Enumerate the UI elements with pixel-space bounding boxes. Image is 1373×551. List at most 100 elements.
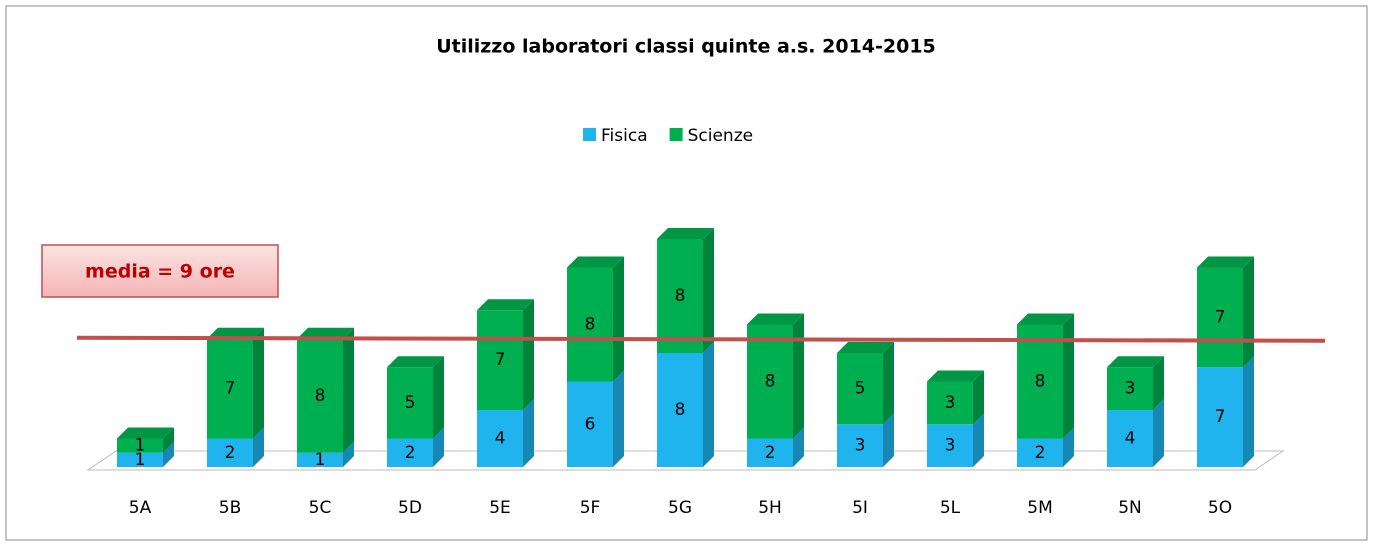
data-label: 1 [135, 450, 146, 470]
data-label: 3 [1125, 379, 1136, 399]
data-label: 8 [765, 372, 776, 392]
bar-front [297, 338, 343, 453]
data-label: 4 [495, 429, 506, 449]
chart-title: Utilizzo laboratori classi quinte a.s. 2… [436, 36, 936, 58]
bar-top [657, 228, 714, 239]
bar-front [837, 353, 883, 425]
bar-side [343, 327, 354, 453]
bar-side [973, 413, 984, 467]
data-label: 2 [405, 443, 416, 463]
bar-side [433, 427, 444, 467]
data-label: 5 [855, 379, 866, 399]
legend-label: Fisica [601, 126, 648, 146]
bar-front [567, 381, 613, 467]
bar-side [883, 413, 894, 467]
bar-side [793, 427, 804, 467]
data-label: 2 [765, 443, 776, 463]
bar-side [343, 441, 354, 467]
annotation: media = 9 ore [85, 261, 235, 283]
bar-segment [747, 427, 804, 467]
bar-top [837, 342, 894, 353]
bar-segment [1017, 427, 1074, 467]
bar-front [1197, 267, 1243, 368]
bar-segment [747, 313, 804, 439]
bar-front [747, 324, 793, 439]
bar-side [1063, 427, 1074, 467]
bar-side [1243, 256, 1254, 368]
bar-front [927, 424, 973, 467]
bar-segment [117, 427, 174, 453]
bar-segment [567, 370, 624, 467]
x-tick-label: 5I [852, 498, 868, 518]
bar-side [703, 342, 714, 467]
bar-front [567, 267, 613, 382]
bar-segment [1107, 399, 1164, 467]
bar-side [1153, 399, 1164, 467]
data-label: 8 [1035, 372, 1046, 392]
bar-front [657, 353, 703, 467]
bar-side [613, 370, 624, 467]
bar-front [207, 338, 253, 439]
legend-label: Scienze [688, 126, 753, 146]
bar-top [117, 427, 174, 439]
bar-segment [387, 427, 444, 467]
data-label: 6 [585, 414, 596, 434]
x-tick-label: 5B [219, 498, 241, 518]
bar-side [523, 399, 534, 467]
legend-swatch [583, 128, 596, 141]
bar-front [837, 424, 883, 467]
bar-segment [387, 356, 444, 439]
bar-segment [477, 299, 534, 410]
bar-front [117, 438, 163, 453]
bar-top [477, 299, 534, 311]
bar-front [387, 438, 433, 467]
bar-top [1107, 356, 1164, 368]
x-tick-label: 5A [129, 498, 152, 518]
x-tick-label: 5L [940, 498, 961, 518]
data-label: 5 [405, 393, 416, 413]
bar-front [477, 410, 523, 467]
annotation-box [41, 244, 279, 298]
bar-segment [837, 342, 894, 425]
bar-front [1107, 367, 1153, 410]
bar-side [883, 342, 894, 425]
data-label: 4 [1125, 429, 1136, 449]
bar-segment [1107, 356, 1164, 410]
bar-segment [297, 327, 354, 453]
data-label: 1 [135, 436, 146, 456]
data-label: 8 [675, 400, 686, 420]
bar-front [297, 452, 343, 467]
data-label: 3 [945, 393, 956, 413]
legend-swatch [669, 128, 683, 141]
bar-front [117, 452, 163, 467]
bar-segment [1197, 356, 1254, 467]
bar-front [1107, 410, 1153, 467]
bar-side [1063, 313, 1074, 439]
x-tick-label: 5G [668, 498, 692, 518]
bar-top [747, 313, 804, 325]
data-label: 8 [315, 386, 326, 406]
bar-segment [1017, 313, 1074, 439]
x-tick-label: 5M [1027, 498, 1052, 518]
bar-front [387, 367, 433, 439]
x-tick-label: 5F [580, 498, 601, 518]
bar-top [297, 327, 354, 339]
bar-side [433, 356, 444, 439]
bar-front [927, 381, 973, 425]
bar-top [567, 256, 624, 268]
bar-segment [117, 441, 174, 467]
bar-side [1243, 356, 1254, 467]
data-label: 3 [855, 436, 866, 456]
bar-front [207, 438, 253, 467]
bar-top [1017, 313, 1074, 325]
data-label: 7 [1215, 407, 1226, 427]
bar-front [657, 239, 703, 353]
x-tick-label: 5D [398, 498, 422, 518]
bar-side [163, 427, 174, 453]
bar-side [523, 299, 534, 410]
bar-side [793, 313, 804, 439]
bar-segment [837, 413, 894, 467]
bar-side [163, 441, 174, 467]
x-tick-label: 5N [1118, 498, 1142, 518]
bar-side [1153, 356, 1164, 410]
